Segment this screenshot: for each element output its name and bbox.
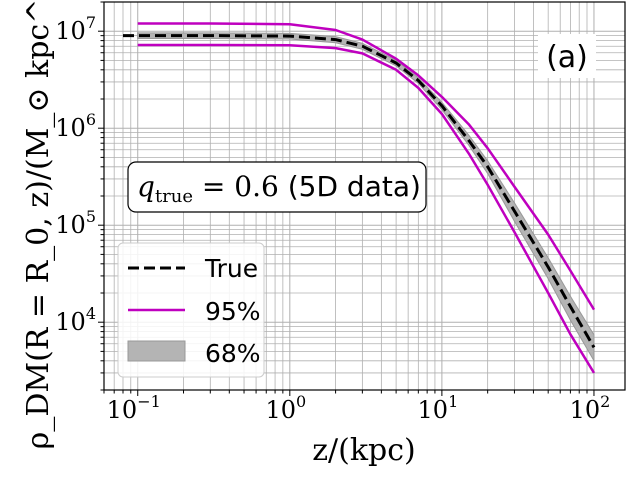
legend-95-label: 95%: [205, 297, 261, 326]
y-tick-label: 107: [55, 13, 96, 45]
panel-label-box: (a): [538, 34, 596, 78]
legend-68-swatch: [127, 340, 186, 362]
series-true-line: [123, 34, 596, 349]
y-axis-title: ρ_DM(R = R_0, z)/(M_⊙ kpc^−3): [21, 0, 56, 449]
y-tick-label: 106: [55, 110, 96, 142]
y-tick-label: 105: [55, 207, 96, 239]
annotation-box: qtrue = 0.6 (5D data): [127, 161, 427, 213]
x-tick-label: 101: [418, 392, 459, 424]
series-95-lower-line: [137, 43, 596, 374]
legend-68-label: 68%: [205, 339, 261, 368]
y-tick-label: 104: [55, 304, 96, 336]
data-layer: [123, 22, 596, 374]
legend-true-label: True: [204, 254, 258, 283]
legend: True 95% 68%: [117, 242, 265, 378]
x-axis-title: z/(kpc): [312, 433, 416, 468]
band-68: [137, 32, 595, 363]
panel-label: (a): [546, 40, 588, 75]
annotation: qtrue = 0.6 (5D data): [137, 170, 421, 207]
ticks: [98, 1, 595, 396]
tick-labels: 10−1 100 101 102 104 105 106 107: [55, 13, 610, 424]
x-tick-label: 10−1: [107, 392, 161, 424]
x-tick-label: 100: [265, 392, 306, 424]
series-95-upper-line: [137, 22, 596, 311]
x-tick-label: 102: [570, 392, 611, 424]
